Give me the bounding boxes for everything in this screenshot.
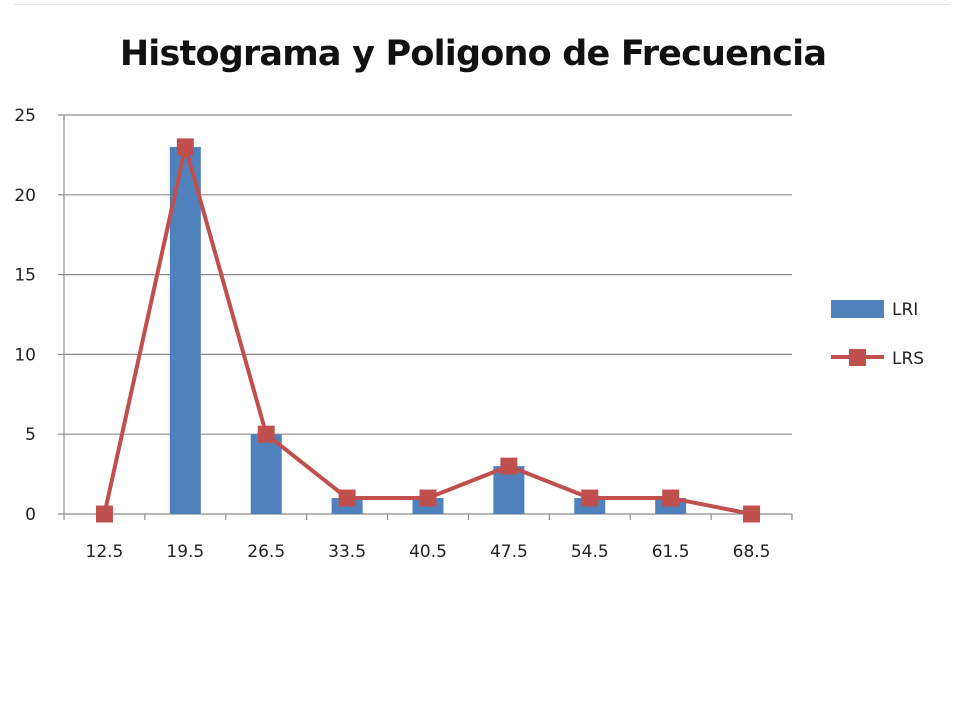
axes xyxy=(58,114,793,520)
legend: LRI LRS xyxy=(831,300,924,369)
y-tick-label: 0 xyxy=(25,505,36,525)
x-tick-label: 40.5 xyxy=(409,542,447,562)
bar-lri-19.5 xyxy=(169,146,201,515)
x-tick-label: 61.5 xyxy=(652,542,690,562)
line-series-lrs xyxy=(95,138,761,523)
point-lrs-40.5 xyxy=(419,489,437,507)
y-tick-label: 15 xyxy=(14,266,36,286)
point-lrs-12.5 xyxy=(95,505,113,523)
y-tick-label: 10 xyxy=(14,345,36,365)
legend-label-lrs: LRS xyxy=(892,349,924,369)
point-lrs-33.5 xyxy=(338,489,356,507)
legend-swatch-lri xyxy=(831,300,884,318)
point-lrs-26.5 xyxy=(257,425,275,443)
y-tick-label: 5 xyxy=(25,425,36,445)
x-tick-label: 68.5 xyxy=(733,542,771,562)
y-tick-label: 20 xyxy=(14,186,36,206)
x-tick-label: 19.5 xyxy=(166,542,204,562)
x-tick-label: 12.5 xyxy=(86,542,124,562)
chart-title: Histograma y Poligono de Frecuencia xyxy=(119,34,827,74)
point-lrs-61.5 xyxy=(662,489,680,507)
x-tick-label: 26.5 xyxy=(247,542,285,562)
bar-series-lri xyxy=(169,146,687,515)
x-tick-label: 33.5 xyxy=(328,542,366,562)
top-divider xyxy=(14,4,950,5)
x-tick-label: 47.5 xyxy=(490,542,528,562)
y-tick-labels: 0 5 10 15 20 25 xyxy=(14,106,36,525)
point-lrs-54.5 xyxy=(581,489,599,507)
y-tick-label: 25 xyxy=(14,106,36,126)
x-tick-labels: 12.5 19.5 26.5 33.5 40.5 47.5 54.5 61.5 68.5 xyxy=(86,542,771,562)
x-tick-label: 54.5 xyxy=(571,542,609,562)
point-lrs-19.5 xyxy=(176,138,194,156)
point-lrs-47.5 xyxy=(500,457,518,475)
point-lrs-68.5 xyxy=(743,505,761,523)
legend-marker-lrs xyxy=(849,349,866,366)
bar-lri-26.5 xyxy=(250,434,282,514)
line-lrs-path xyxy=(102,144,752,516)
legend-label-lri: LRI xyxy=(892,300,918,320)
